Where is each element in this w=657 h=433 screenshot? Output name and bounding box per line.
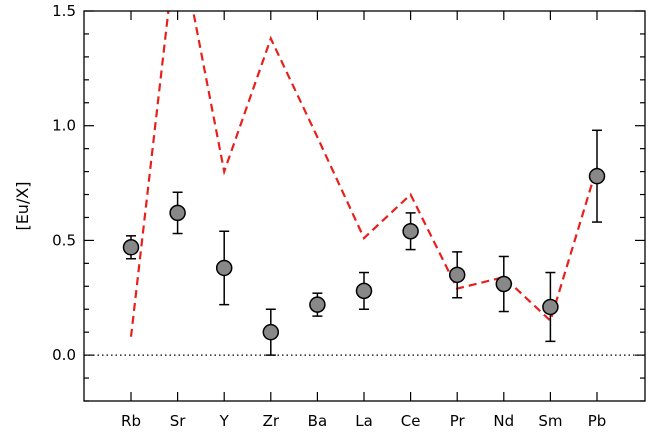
data-point-Sr	[169, 191, 186, 235]
data-marker	[169, 204, 186, 222]
y-tick-label: 0.0	[52, 346, 76, 364]
x-tick-label: Sr	[170, 412, 187, 430]
data-marker	[542, 298, 559, 316]
data-marker	[448, 266, 466, 284]
y-axis-label: [Eu/X]	[13, 181, 32, 230]
plot-area	[84, 11, 645, 356]
data-point-Nd	[495, 255, 513, 313]
data-marker	[495, 275, 513, 293]
x-tick-label: La	[355, 412, 373, 430]
x-tick-label: Zr	[263, 412, 280, 430]
data-marker	[309, 296, 326, 313]
y-tick-label: 1.5	[52, 2, 76, 20]
x-tick-label: Ba	[308, 412, 327, 430]
data-marker	[355, 282, 373, 300]
data-point-Zr	[262, 308, 280, 356]
data-marker	[215, 259, 233, 277]
data-point-Ba	[309, 292, 326, 317]
x-tick-label: Y	[219, 412, 230, 430]
dashed-model-line	[129, 11, 599, 337]
data-point-Rb	[122, 235, 140, 260]
data-point-Ce	[402, 212, 419, 251]
x-tick-label: Rb	[121, 412, 141, 430]
x-tick-label: Sm	[538, 412, 562, 430]
data-marker	[262, 323, 280, 341]
data-point-Y	[215, 230, 233, 306]
y-tick-label: 1.0	[52, 117, 76, 135]
data-marker	[402, 222, 419, 240]
x-tick-label: Pr	[450, 412, 466, 430]
plot-frame	[83, 10, 646, 402]
x-tick-label: Pb	[588, 412, 607, 430]
axes: 0.0 0.5 1.0 1.5 Rb Sr Y Zr Ba La Ce Pr Nd Sm Pb	[52, 2, 645, 430]
x-tick-label: Ce	[401, 412, 421, 430]
data-point-Sm	[542, 271, 559, 343]
data-point-Pb	[588, 129, 606, 223]
data-point-Pr	[448, 251, 466, 299]
data-marker	[588, 167, 606, 185]
x-tick-label: Nd	[493, 412, 514, 430]
data-point-La	[355, 271, 373, 310]
data-marker	[122, 239, 140, 256]
y-tick-label: 0.5	[52, 231, 76, 249]
